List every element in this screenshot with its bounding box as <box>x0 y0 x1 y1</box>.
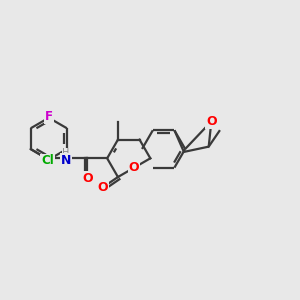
Text: H: H <box>62 148 70 158</box>
Text: Cl: Cl <box>41 154 54 167</box>
Text: O: O <box>82 172 93 184</box>
Text: O: O <box>129 161 140 174</box>
Text: F: F <box>45 110 53 123</box>
Text: O: O <box>206 115 217 128</box>
Text: N: N <box>61 154 71 167</box>
Text: O: O <box>97 181 108 194</box>
